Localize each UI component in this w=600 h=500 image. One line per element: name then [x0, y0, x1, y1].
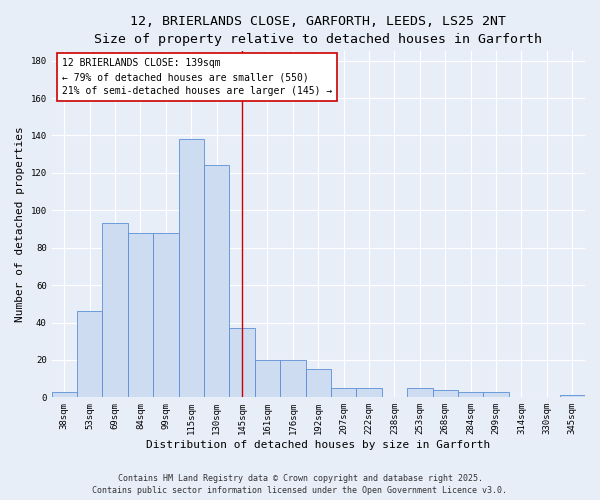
Bar: [128, 232, 153, 398]
Bar: [407, 388, 433, 398]
Bar: [52, 392, 77, 398]
Bar: [204, 166, 229, 398]
Bar: [560, 396, 585, 398]
Bar: [179, 139, 204, 398]
Bar: [255, 360, 280, 398]
Bar: [103, 224, 128, 398]
Bar: [484, 392, 509, 398]
Text: 12 BRIERLANDS CLOSE: 139sqm
← 79% of detached houses are smaller (550)
21% of se: 12 BRIERLANDS CLOSE: 139sqm ← 79% of det…: [62, 58, 332, 96]
Y-axis label: Number of detached properties: Number of detached properties: [15, 126, 25, 322]
Text: Contains HM Land Registry data © Crown copyright and database right 2025.
Contai: Contains HM Land Registry data © Crown c…: [92, 474, 508, 495]
X-axis label: Distribution of detached houses by size in Garforth: Distribution of detached houses by size …: [146, 440, 490, 450]
Bar: [77, 312, 103, 398]
Bar: [356, 388, 382, 398]
Bar: [433, 390, 458, 398]
Bar: [280, 360, 305, 398]
Bar: [305, 370, 331, 398]
Bar: [458, 392, 484, 398]
Bar: [153, 232, 179, 398]
Bar: [229, 328, 255, 398]
Bar: [331, 388, 356, 398]
Title: 12, BRIERLANDS CLOSE, GARFORTH, LEEDS, LS25 2NT
Size of property relative to det: 12, BRIERLANDS CLOSE, GARFORTH, LEEDS, L…: [94, 15, 542, 46]
